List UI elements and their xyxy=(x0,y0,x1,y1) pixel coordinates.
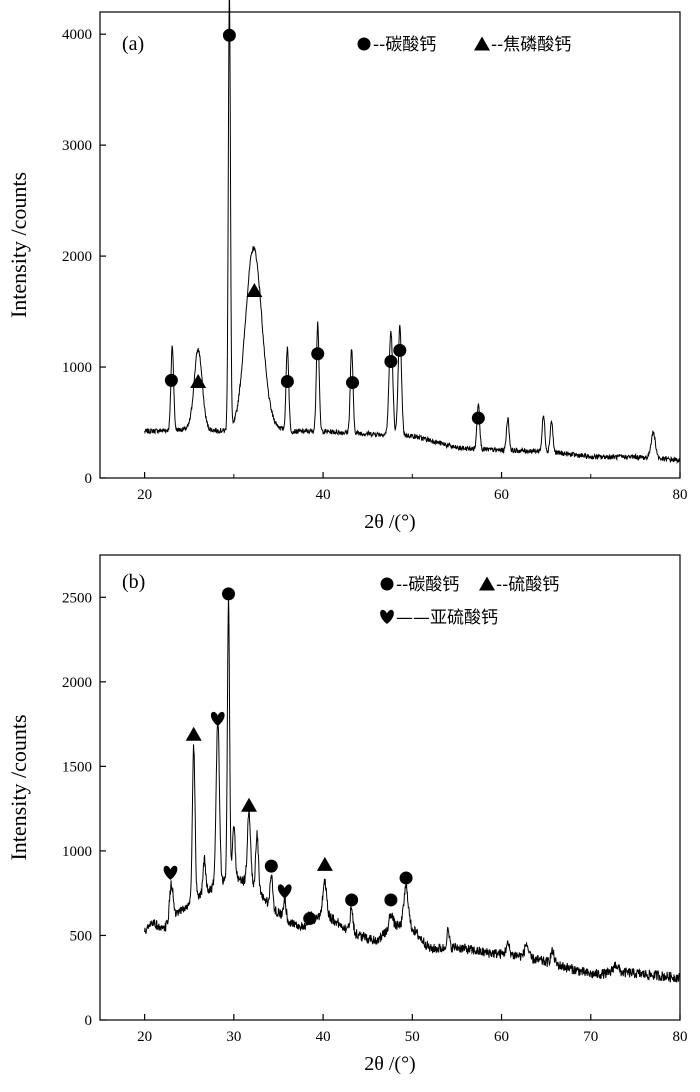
legend-label: --碳酸钙 xyxy=(396,575,459,595)
peak-marker-triangle xyxy=(241,797,258,812)
peak-marker-circle xyxy=(221,587,235,601)
peak-marker-circle xyxy=(399,871,413,885)
x-tick-label: 50 xyxy=(405,1029,420,1045)
peak-marker-circle xyxy=(384,355,398,368)
legend-label: ——亚硫酸钙 xyxy=(396,608,498,628)
x-axis-label: 2θ /(°) xyxy=(364,1053,415,1075)
y-tick-label: 0 xyxy=(85,1013,93,1029)
panel-b: 20 30 40 50 60 70 80 0 500 1000 1500 2000 2500 2θ /(°… xyxy=(6,554,688,1075)
y-tick-label: 1000 xyxy=(62,844,92,860)
peak-marker-circle xyxy=(280,374,294,388)
x-tick-label: 70 xyxy=(583,1029,598,1045)
y-axis-label: Intensity /counts xyxy=(6,172,31,318)
x-tick-label: 30 xyxy=(226,1029,241,1045)
legend-marker-circle xyxy=(380,577,394,591)
legend-marker-heart xyxy=(380,609,394,624)
peak-marker-triangle xyxy=(185,726,202,741)
y-tick-label: 2500 xyxy=(62,590,92,606)
panel-a: 20 40 60 80 0 1000 2000 3000 4000 2θ /(°) Intensit… xyxy=(6,0,688,533)
xrd-pattern-line xyxy=(144,596,681,983)
y-tick-label: 500 xyxy=(70,928,93,944)
legend-marker-triangle xyxy=(474,36,490,51)
peak-marker-triangle xyxy=(190,373,207,388)
peak-marker-circle xyxy=(264,859,278,873)
peak-marker-heart xyxy=(277,884,292,899)
plot-frame xyxy=(99,554,681,1021)
plot-frame xyxy=(99,11,681,479)
peak-marker-circle xyxy=(222,28,236,42)
legend-label: --碳酸钙 xyxy=(373,35,436,55)
x-axis-label: 2θ /(°) xyxy=(364,511,415,533)
peak-marker-circle xyxy=(471,411,485,425)
x-tick-label: 20 xyxy=(137,487,152,503)
y-tick-label: 3000 xyxy=(62,138,92,154)
x-tick-label: 60 xyxy=(494,487,509,503)
y-tick-label: 2000 xyxy=(62,675,92,691)
y-axis-label: Intensity /counts xyxy=(6,714,31,860)
peak-marker-circle xyxy=(164,373,178,387)
x-tick-label: 60 xyxy=(494,1029,509,1045)
x-tick-label: 40 xyxy=(316,1029,331,1045)
y-tick-label: 1500 xyxy=(62,759,92,775)
panel-label: (a) xyxy=(122,33,144,55)
panel-label: (b) xyxy=(122,571,145,593)
peak-marker-circle xyxy=(311,347,325,361)
x-tick-label: 80 xyxy=(673,1029,688,1045)
peak-marker-circle xyxy=(345,893,359,907)
legend-marker-circle xyxy=(357,37,371,51)
y-tick-label: 4000 xyxy=(62,27,92,43)
peak-marker-heart xyxy=(163,865,178,880)
x-tick-label: 40 xyxy=(316,487,331,503)
peak-marker-circle xyxy=(346,376,360,390)
legend-label: --焦磷酸钙 xyxy=(491,35,571,55)
legend-marker-triangle xyxy=(479,576,495,591)
peak-marker-triangle xyxy=(246,282,263,297)
peak-marker-circle xyxy=(393,343,407,357)
legend-label: --硫酸钙 xyxy=(496,575,559,595)
peak-marker-heart xyxy=(210,711,225,727)
xrd-pattern-line xyxy=(144,0,681,465)
x-tick-label: 80 xyxy=(673,487,688,503)
peak-marker-circle xyxy=(384,893,398,907)
y-tick-label: 2000 xyxy=(62,249,92,265)
y-tick-label: 1000 xyxy=(62,360,92,376)
x-tick-label: 20 xyxy=(137,1029,152,1045)
y-tick-label: 0 xyxy=(85,471,93,487)
peak-marker-triangle xyxy=(316,856,333,871)
peak-marker-circle xyxy=(303,912,317,926)
